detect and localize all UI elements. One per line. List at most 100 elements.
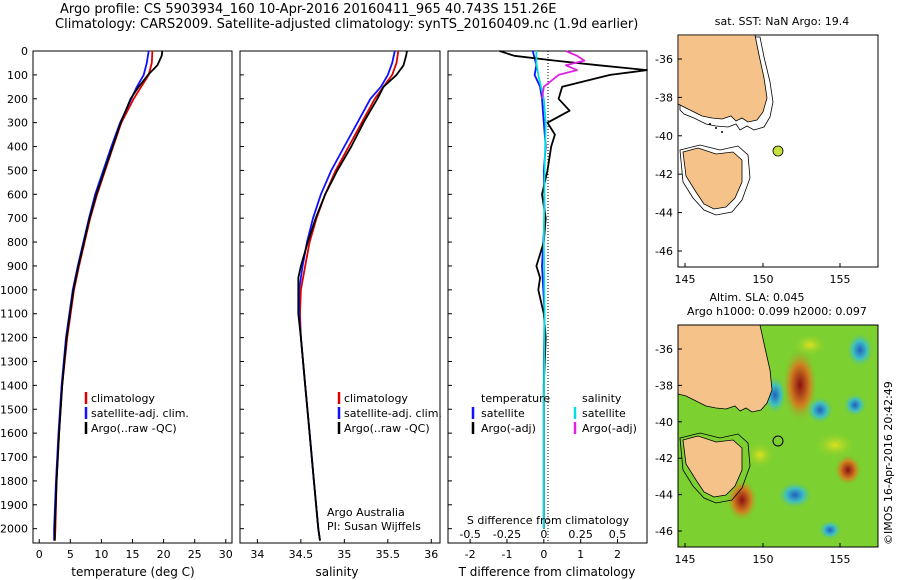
depth-tick-label: 0 <box>21 45 28 58</box>
x-tick-label: 2 <box>614 548 621 561</box>
depth-tick-label: 800 <box>7 236 28 249</box>
temp-legend-satellite: satellite-adj. clim. <box>91 407 189 420</box>
sst-tasmania-shelf <box>679 144 751 216</box>
depth-axis: 0 100 200 300 400 500 600 700 800 900 1000 1100 1200… <box>0 45 452 536</box>
x-tick-label: -2 <box>465 548 476 561</box>
x-tick-label: -1 <box>501 548 512 561</box>
map-y-tick-label: -36 <box>655 343 673 356</box>
series-line-argo-raw-qc- <box>297 50 408 541</box>
x-tick-label: 0 <box>36 548 43 561</box>
difference-legend: temperature satellite Argo(-adj) salinit… <box>471 392 637 435</box>
sal-legend-argo: Argo(..raw -QC) <box>344 422 430 435</box>
x-tick-label: 35.5 <box>376 548 401 561</box>
temperature-xlabel: temperature (deg C) <box>71 565 194 579</box>
x-tick-label: 1 <box>577 548 584 561</box>
temperature-series <box>53 50 164 541</box>
sla-map-title-1: Altim. SLA: 0.045 <box>709 291 804 304</box>
salinity-series <box>297 50 408 541</box>
s-diff-tick-label: 0.5 <box>609 528 627 541</box>
sla-argo-location-marker <box>772 435 784 447</box>
sal-legend-climatology: climatology <box>344 392 408 405</box>
temperature-x-ticks: 0 5 10 15 20 25 30 <box>36 539 233 561</box>
sst-mainland <box>677 34 768 123</box>
sla-anomaly-yellow-1 <box>813 431 857 459</box>
salinity-difference-tick-labels: -0.5 -0.25 0 0.25 0.5 <box>459 528 626 541</box>
x-tick-label: 0 <box>540 548 547 561</box>
depth-tick-label: 100 <box>7 69 28 82</box>
depth-tick-label: 1000 <box>0 284 28 297</box>
diff-legend-title-salinity: salinity <box>582 392 622 405</box>
map-y-tick-label: -42 <box>655 168 673 181</box>
x-tick-label: 20 <box>157 548 171 561</box>
sla-anomaly-red-2 <box>726 478 758 522</box>
x-tick-label: 15 <box>126 548 140 561</box>
annotation-argo-australia: Argo Australia <box>327 506 405 519</box>
map-y-tick-label: -38 <box>655 91 673 104</box>
title-line-2: Climatology: CARS2009. Satellite-adjuste… <box>55 17 639 32</box>
annotation-pi: PI: Susan Wijffels <box>327 520 421 533</box>
x-tick-label: 5 <box>67 548 74 561</box>
x-tick-label: 25 <box>188 548 202 561</box>
difference-xlabel: T difference from climatology <box>458 565 636 579</box>
depth-tick-label: 200 <box>7 93 28 106</box>
sst-map-ticks: 145 150 155 -36 -38 -40 -42 -44 -46 <box>655 53 850 286</box>
sst-tasmania <box>682 147 743 210</box>
depth-tick-label: 1100 <box>0 308 28 321</box>
map-y-tick-label: -36 <box>655 53 673 66</box>
salinity-legend: climatology satellite-adj. clim. Argo(..… <box>337 392 442 435</box>
series-line-climatology <box>299 50 400 541</box>
sst-island-3 <box>721 131 723 133</box>
sla-tasmania <box>682 435 743 498</box>
sla-map-title-2: Argo h1000: 0.099 h2000: 0.097 <box>687 305 867 318</box>
depth-tick-label: 1600 <box>0 427 28 440</box>
s-diff-tick-label: -0.5 <box>459 528 480 541</box>
sla-anomaly-blue-5 <box>843 393 867 417</box>
sla-anomaly-blue-6 <box>818 520 842 540</box>
sla-anomaly-yellow-2 <box>792 333 828 357</box>
sla-anomaly-blue-4 <box>846 332 874 368</box>
map-x-tick-label: 155 <box>830 553 851 566</box>
sla-map-ticks: 145 150 155 -36 -38 -40 -42 -44 -46 <box>655 343 850 566</box>
difference-x-ticks: -2 -1 0 1 2 <box>465 539 621 561</box>
sla-tasmania-shelf <box>679 432 751 504</box>
sst-argo-location-marker <box>772 145 784 157</box>
depth-tick-label: 2000 <box>0 523 28 536</box>
depth-tick-label: 700 <box>7 212 28 225</box>
temperature-panel-frame <box>32 50 233 544</box>
series-line-temperature-argo-adj- <box>499 50 648 529</box>
imos-credit: ©IMOS 16-Apr-2016 20:42:49 <box>882 381 895 545</box>
diff-legend-temp-satellite: satellite <box>481 407 525 420</box>
depth-tick-label: 1400 <box>0 379 28 392</box>
salinity-x-ticks: 34 34.5 35 35.5 36 <box>250 539 438 561</box>
map-x-tick-label: 150 <box>753 273 774 286</box>
map-y-tick-label: -44 <box>655 207 673 220</box>
salinity-xlabel: salinity <box>315 565 358 579</box>
map-y-tick-label: -46 <box>655 245 673 258</box>
depth-tick-label: 900 <box>7 260 28 273</box>
sal-legend-satellite: satellite-adj. clim. <box>344 407 442 420</box>
map-y-tick-label: -46 <box>655 525 673 538</box>
sst-map-title: sat. SST: NaN Argo: 19.4 <box>715 15 849 28</box>
depth-tick-label: 400 <box>7 141 28 154</box>
series-line-salinity-argo-adj- <box>541 50 586 99</box>
x-tick-label: 35 <box>337 548 351 561</box>
depth-tick-label: 1800 <box>0 475 28 488</box>
depth-tick-label: 300 <box>7 117 28 130</box>
x-tick-label: 34.5 <box>289 548 314 561</box>
sla-anomaly-red-4 <box>834 454 862 486</box>
map-x-tick-label: 155 <box>830 273 851 286</box>
sst-map <box>677 34 879 268</box>
sst-island-2 <box>715 127 717 129</box>
series-line-salinity-satellite <box>535 51 547 529</box>
sla-map-frame <box>677 324 879 548</box>
s-diff-tick-label: -0.25 <box>493 528 521 541</box>
diff-legend-title-temperature: temperature <box>481 392 550 405</box>
difference-xlabel-top: S difference from climatology <box>467 514 630 527</box>
map-y-tick-label: -38 <box>655 379 673 392</box>
map-x-tick-label: 150 <box>753 553 774 566</box>
x-tick-label: 10 <box>94 548 108 561</box>
map-y-tick-label: -40 <box>655 130 673 143</box>
map-y-tick-label: -42 <box>655 452 673 465</box>
sla-mainland <box>678 325 773 413</box>
